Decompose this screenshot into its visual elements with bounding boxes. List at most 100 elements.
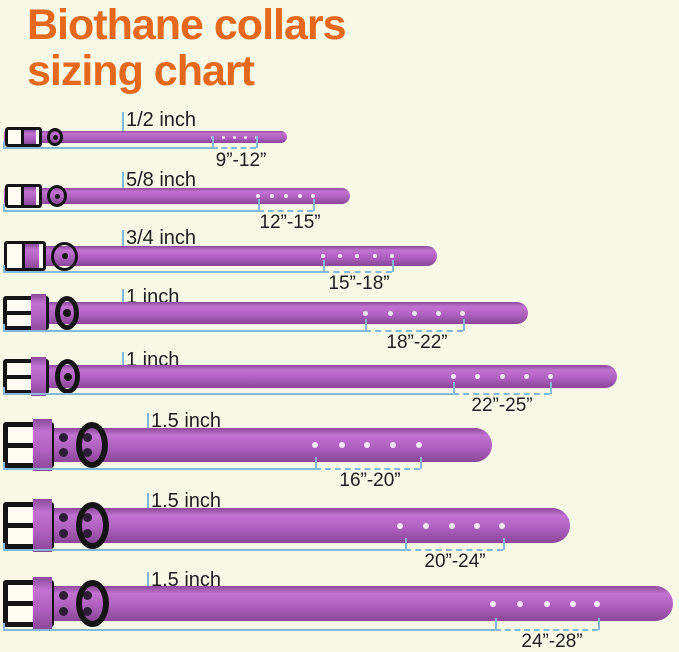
adjustment-hole (411, 310, 417, 316)
measure-tick-end (598, 618, 600, 630)
measure-tick-start (323, 260, 325, 272)
measure-tick-left (3, 141, 5, 148)
rivet (58, 606, 68, 616)
buckle-frame (5, 184, 42, 208)
measure-line-dashed (365, 330, 463, 332)
measure-line-dashed (323, 271, 392, 273)
buckle-strap (31, 294, 46, 332)
buckle-center-bar (8, 523, 33, 528)
measure-tick-end (256, 136, 258, 148)
adjustment-hole (499, 522, 505, 529)
measure-tick-end (392, 260, 394, 272)
measure-line-dashed (258, 210, 313, 212)
d-ring (55, 296, 79, 330)
buckle-strap (33, 499, 52, 552)
adjustment-hole (474, 522, 480, 529)
buckle-center-bar (22, 244, 26, 268)
rivet (58, 433, 68, 443)
page-title: Biothane collars sizing chart (27, 2, 347, 95)
title-line-2: sizing chart (27, 47, 255, 95)
measure-line-dashed (453, 393, 550, 395)
rivet (58, 447, 68, 457)
measure-tick-left (3, 462, 5, 469)
adjustment-hole (270, 194, 274, 198)
adjustment-hole (364, 442, 370, 448)
size-range-label: 18”-22” (386, 332, 448, 353)
measure-tick-left (3, 623, 5, 630)
adjustment-hole (232, 135, 236, 139)
adjustment-hole (435, 310, 441, 316)
buckle-strap (33, 419, 52, 471)
buckle-frame (4, 241, 46, 271)
ring-pin (54, 193, 60, 199)
adjustment-hole (499, 374, 505, 379)
adjustment-hole (321, 254, 325, 258)
buckle-frame (5, 127, 42, 147)
buckle-center-bar (21, 130, 25, 144)
buckle-strap (22, 187, 36, 205)
ring-pin (63, 372, 72, 381)
width-label: 5/8 inch (126, 169, 197, 191)
measure-tick-end (463, 319, 465, 331)
adjustment-hole (570, 600, 576, 607)
measure-tick-end (420, 457, 422, 469)
size-range-label: 20”-24” (424, 551, 486, 572)
d-ring (76, 580, 109, 627)
buckle-center-bar (8, 601, 33, 606)
ring-pin (63, 309, 71, 317)
measure-tick-start (365, 319, 367, 331)
adjustment-hole (298, 194, 302, 198)
adjustment-hole (373, 254, 377, 258)
measure-tick-left (3, 265, 5, 272)
adjustment-hole (387, 310, 393, 316)
adjustment-hole (547, 374, 553, 379)
adjustment-hole (355, 254, 359, 258)
buckle-center-bar (7, 311, 31, 315)
measure-tick-end (313, 199, 315, 211)
size-range-label: 24”-28” (521, 631, 583, 652)
size-range-label: 12”-15” (259, 212, 321, 233)
measure-line-dashed (495, 629, 598, 631)
measure-tick-end (550, 382, 552, 394)
adjustment-hole (416, 442, 422, 448)
width-label: 1.5 inch (151, 490, 222, 512)
collar-strap (4, 246, 437, 266)
width-label: 1.5 inch (151, 569, 222, 591)
adjustment-hole (243, 135, 247, 139)
measure-tick-left (3, 543, 5, 550)
measure-tick-left (3, 324, 5, 331)
adjustment-hole (474, 374, 480, 379)
measure-line-solid (3, 330, 365, 332)
adjustment-hole (311, 194, 315, 198)
width-label: 3/4 inch (126, 227, 197, 249)
adjustment-hole (523, 374, 529, 379)
adjustment-hole (397, 522, 403, 529)
measure-tick-start (258, 199, 260, 211)
measure-line-solid (3, 468, 315, 470)
buckle-center-bar (8, 442, 33, 448)
adjustment-hole (459, 310, 465, 316)
measure-tick-start (212, 136, 214, 148)
measure-tick-start (495, 618, 497, 630)
measure-line-solid (3, 393, 453, 395)
width-label: 1/2 inch (126, 109, 197, 131)
adjustment-hole (390, 254, 394, 258)
adjustment-hole (594, 600, 600, 607)
width-label: 1.5 inch (151, 410, 222, 432)
measure-tick-start (405, 538, 407, 550)
adjustment-hole (517, 600, 523, 607)
ring-pin (61, 253, 68, 259)
d-ring (51, 241, 78, 271)
buckle-strap (23, 244, 40, 268)
size-range-label: 22”-25” (471, 395, 533, 416)
buckle-strap (22, 130, 36, 144)
measure-line-dashed (405, 549, 503, 551)
measure-line-solid (3, 147, 212, 149)
size-range-label: 15”-18” (328, 273, 390, 294)
size-range-label: 16”-20” (339, 470, 401, 491)
adjustment-hole (449, 522, 455, 529)
adjustment-hole (256, 194, 260, 198)
adjustment-hole (490, 600, 496, 607)
adjustment-hole (544, 600, 550, 607)
